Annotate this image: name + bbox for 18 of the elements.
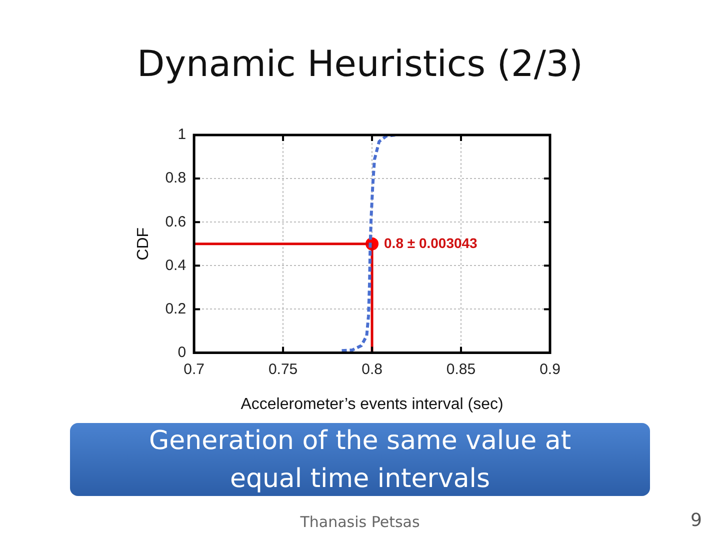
- x-axis-title: Accelerometer’s events interval (sec): [240, 396, 504, 413]
- y-tick-label: 0: [178, 344, 186, 361]
- y-tick-label: 0.8: [165, 170, 186, 187]
- x-tick-label: 0.75: [268, 360, 298, 378]
- y-tick-label: 0.4: [165, 256, 186, 274]
- annotation: 0.8 ± 0.003043: [384, 234, 478, 251]
- text: 9: [690, 510, 702, 531]
- x-tick-label: 0.9: [540, 360, 560, 378]
- callout-box: Generation of the same value at equal time intervals: [70, 423, 650, 496]
- y-axis-title: CDF: [135, 227, 152, 260]
- y-tick-label: 0.6: [165, 213, 186, 230]
- x-tick-label: 0.7: [184, 360, 204, 378]
- y-tick-label: 1: [178, 126, 186, 144]
- x-tick-label: 0.85: [446, 360, 476, 378]
- chart-title: Dynamic Heuristics (2/3): [136, 44, 584, 85]
- x-tick-label: 0.8: [362, 360, 382, 378]
- y-tick-label: 0.2: [165, 300, 186, 318]
- text: Thanasis Petsas: [300, 513, 420, 531]
